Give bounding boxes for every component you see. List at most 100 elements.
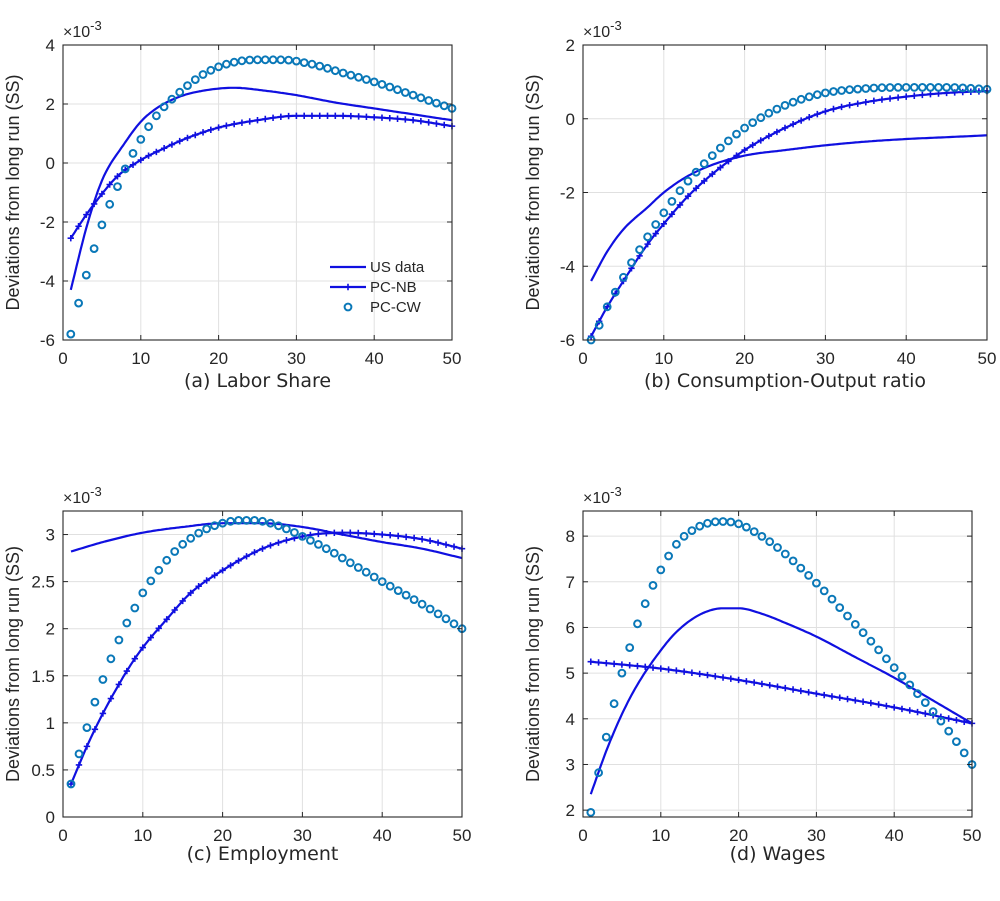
plus-marker (891, 704, 898, 711)
grid (62, 44, 453, 341)
plus-marker (114, 173, 121, 180)
plus-marker (844, 695, 851, 703)
circle-marker (780, 549, 790, 559)
y-tick-label: 0.5 (31, 761, 55, 780)
y-tick-label: 1.5 (31, 667, 55, 686)
circle-marker (393, 586, 403, 595)
circle-marker (958, 83, 968, 93)
x-tick-label: 30 (816, 349, 835, 368)
circle-marker (617, 668, 627, 678)
circle-marker (877, 83, 887, 93)
circle-marker (183, 81, 192, 90)
y-tick-label: -2 (560, 184, 575, 203)
x-tick-label: 20 (213, 826, 232, 845)
x-tick-label: 0 (578, 349, 587, 368)
plus-marker (673, 667, 680, 674)
circle-marker (122, 618, 132, 628)
plus-marker (332, 112, 339, 119)
circle-marker (850, 620, 860, 629)
x-tick-label: 0 (58, 826, 67, 845)
legend-plus-marker (344, 283, 352, 291)
circle-marker (114, 635, 124, 645)
plus-marker (115, 681, 123, 688)
circle-marker (417, 599, 427, 609)
legend-label: PC-NB (370, 279, 417, 296)
plus-marker (107, 695, 115, 702)
plus-marker (914, 708, 921, 716)
panel-caption: (b) Consumption-Output ratio (644, 370, 926, 392)
plus-marker (846, 102, 853, 109)
plus-marker (749, 141, 756, 149)
circle-marker (594, 320, 604, 330)
plus-marker (442, 541, 450, 548)
plus-marker (402, 116, 409, 123)
plus-marker (106, 181, 113, 188)
plus-marker (83, 743, 91, 750)
plus-marker (410, 534, 418, 542)
circle-marker (837, 86, 846, 95)
circle-marker (299, 58, 309, 67)
plus-marker (604, 303, 611, 311)
plus-marker (733, 152, 740, 159)
y-tick-label: 1 (46, 714, 55, 733)
plus-marker (854, 100, 861, 107)
circle-marker (234, 516, 244, 525)
circle-marker (106, 654, 116, 664)
legend-label: US data (370, 259, 425, 276)
plus-marker (684, 192, 692, 200)
x-tick-label: 10 (133, 826, 152, 845)
y-tick-label: -6 (40, 331, 55, 350)
plus-marker (187, 589, 194, 597)
plus-marker (219, 567, 226, 574)
circle-marker (952, 737, 961, 746)
circle-marker (918, 83, 927, 92)
axis-multiplier: ×10-3 (63, 484, 102, 507)
series-line (590, 134, 988, 282)
tick-marks (62, 511, 463, 818)
plus-marker (379, 531, 386, 538)
x-tick-label: 40 (885, 826, 904, 845)
plus-marker (192, 131, 199, 139)
plus-marker (394, 115, 401, 122)
circle-marker (441, 614, 451, 624)
y-tick-label: -6 (560, 331, 575, 350)
circle-marker (353, 563, 363, 572)
plus-marker (184, 134, 191, 142)
plus-marker (782, 684, 789, 692)
circle-marker (385, 581, 395, 591)
plus-marker (735, 676, 742, 684)
y-tick-label: -4 (40, 272, 55, 291)
circle-marker (432, 98, 441, 108)
circle-marker (408, 90, 418, 100)
plus-marker (347, 529, 354, 536)
axes-box (582, 510, 973, 818)
plus-marker (433, 120, 440, 127)
plus-marker (418, 536, 426, 543)
circle-marker (749, 527, 759, 536)
plus-marker (238, 119, 246, 126)
circle-marker (643, 232, 652, 242)
circle-marker (90, 697, 100, 707)
plot-area (63, 45, 452, 340)
circle-marker (159, 102, 169, 112)
circle-marker (966, 83, 976, 93)
circle-marker (321, 544, 331, 554)
circle-marker (724, 136, 733, 146)
plus-marker (207, 126, 215, 133)
circle-marker (345, 558, 355, 568)
plus-marker (883, 702, 890, 710)
plus-marker (425, 119, 432, 126)
plus-marker (308, 112, 316, 119)
circle-marker (229, 57, 239, 67)
circle-marker (901, 83, 911, 92)
y-tick-label: 5 (566, 664, 575, 683)
plus-marker (262, 115, 269, 123)
plus-marker (394, 532, 402, 540)
plus-marker (363, 113, 370, 121)
plus-marker (859, 698, 867, 705)
circle-marker (250, 516, 259, 525)
plus-marker (757, 137, 764, 144)
circle-marker (136, 135, 146, 144)
circle-marker (756, 113, 766, 123)
